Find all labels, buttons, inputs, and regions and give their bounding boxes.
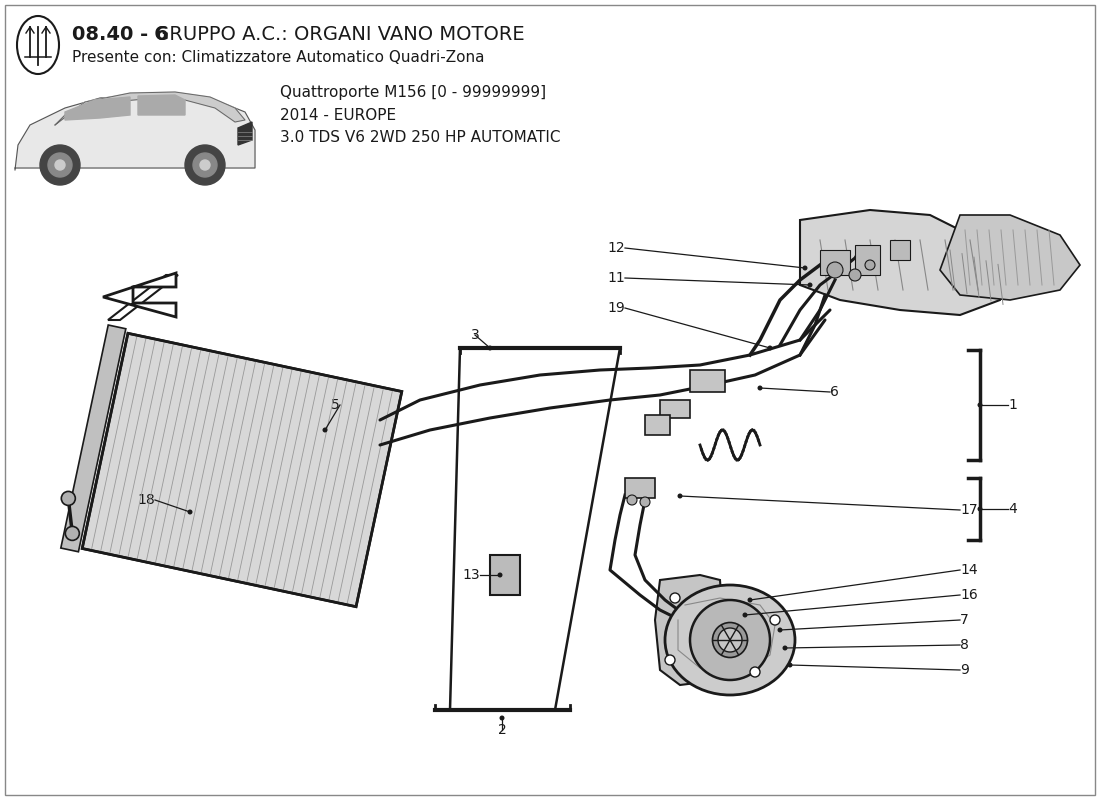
Circle shape: [627, 495, 637, 505]
Text: GRUPPO A.C.: ORGANI VANO MOTORE: GRUPPO A.C.: ORGANI VANO MOTORE: [148, 25, 525, 44]
Polygon shape: [654, 575, 725, 685]
Circle shape: [62, 491, 75, 506]
Polygon shape: [108, 275, 178, 320]
Circle shape: [718, 628, 743, 652]
Text: 12: 12: [607, 241, 625, 255]
Text: 08.40 - 6: 08.40 - 6: [72, 25, 168, 44]
Circle shape: [770, 615, 780, 625]
Text: 3.0 TDS V6 2WD 250 HP AUTOMATIC: 3.0 TDS V6 2WD 250 HP AUTOMATIC: [280, 130, 561, 145]
Text: 6: 6: [830, 385, 839, 399]
Text: 19: 19: [607, 301, 625, 315]
Bar: [890, 240, 910, 260]
Circle shape: [788, 662, 792, 667]
Bar: [625, 478, 654, 498]
Ellipse shape: [690, 600, 770, 680]
Polygon shape: [60, 325, 125, 552]
Circle shape: [487, 346, 493, 350]
Bar: [690, 370, 725, 392]
Text: Presente con: Climatizzatore Automatico Quadri-Zona: Presente con: Climatizzatore Automatico …: [72, 50, 484, 65]
Circle shape: [849, 269, 861, 281]
Polygon shape: [82, 334, 402, 606]
Text: 8: 8: [960, 638, 969, 652]
Circle shape: [200, 160, 210, 170]
Bar: [660, 400, 690, 418]
Bar: [645, 415, 670, 435]
Text: 11: 11: [607, 271, 625, 285]
Circle shape: [865, 260, 874, 270]
Circle shape: [778, 627, 782, 633]
Circle shape: [640, 497, 650, 507]
Circle shape: [807, 282, 813, 287]
Polygon shape: [55, 92, 245, 125]
Polygon shape: [940, 215, 1080, 300]
Circle shape: [782, 646, 788, 650]
Circle shape: [742, 613, 748, 618]
Circle shape: [978, 506, 982, 511]
Text: 1: 1: [1008, 398, 1016, 412]
Circle shape: [499, 715, 505, 721]
Circle shape: [187, 510, 192, 514]
Text: 13: 13: [462, 568, 480, 582]
Polygon shape: [238, 122, 252, 145]
Circle shape: [185, 145, 226, 185]
Circle shape: [978, 402, 982, 407]
Polygon shape: [800, 210, 1010, 315]
Polygon shape: [138, 95, 185, 115]
Text: 17: 17: [960, 503, 978, 517]
Text: 18: 18: [138, 493, 155, 507]
Circle shape: [65, 526, 79, 540]
Circle shape: [750, 667, 760, 677]
Circle shape: [322, 427, 328, 433]
Circle shape: [827, 262, 843, 278]
Text: 14: 14: [960, 563, 978, 577]
Text: 16: 16: [960, 588, 978, 602]
Circle shape: [803, 266, 807, 270]
Circle shape: [497, 573, 503, 578]
Circle shape: [678, 494, 682, 498]
Bar: [855, 245, 880, 275]
Text: 7: 7: [960, 613, 969, 627]
Text: 2: 2: [497, 723, 506, 737]
Text: 2014 - EUROPE: 2014 - EUROPE: [280, 108, 396, 123]
Circle shape: [40, 145, 80, 185]
Polygon shape: [65, 97, 130, 120]
Circle shape: [758, 386, 762, 390]
Circle shape: [670, 593, 680, 603]
Polygon shape: [15, 95, 255, 170]
Ellipse shape: [713, 622, 748, 658]
Polygon shape: [103, 273, 176, 317]
Circle shape: [48, 153, 72, 177]
Circle shape: [55, 160, 65, 170]
Text: 3: 3: [471, 328, 480, 342]
Circle shape: [192, 153, 217, 177]
Text: 9: 9: [960, 663, 969, 677]
Text: 4: 4: [1008, 502, 1016, 516]
Text: 5: 5: [331, 398, 340, 412]
Circle shape: [768, 346, 772, 350]
Circle shape: [748, 598, 752, 602]
Bar: [820, 250, 850, 275]
Ellipse shape: [666, 585, 795, 695]
Text: Quattroporte M156 [0 - 99999999]: Quattroporte M156 [0 - 99999999]: [280, 85, 546, 100]
Polygon shape: [490, 555, 520, 595]
Circle shape: [666, 655, 675, 665]
